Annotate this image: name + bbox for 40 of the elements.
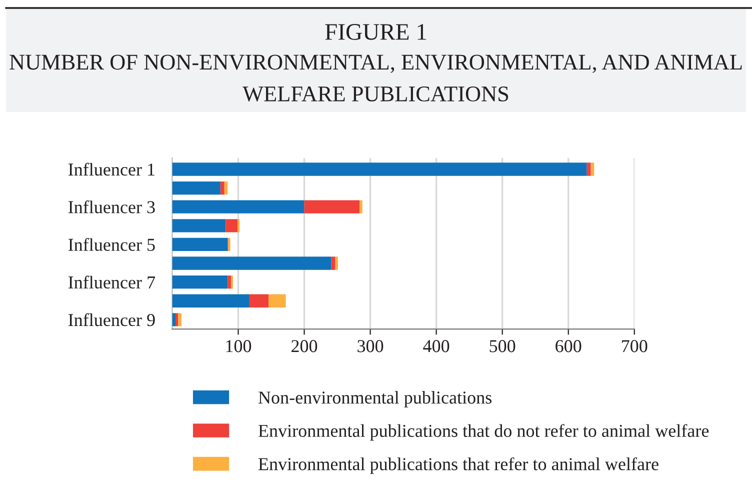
bar xyxy=(586,162,591,176)
x-tick-label: 300 xyxy=(358,340,384,352)
bar xyxy=(304,200,360,214)
bar xyxy=(360,200,362,214)
y-tick-label: Influencer 1 xyxy=(68,162,154,176)
bar xyxy=(172,275,228,289)
bar xyxy=(172,238,228,252)
bar xyxy=(268,294,286,308)
x-tick-label: 200 xyxy=(292,340,318,352)
bar xyxy=(226,219,238,232)
bar xyxy=(172,219,226,232)
bar xyxy=(176,313,178,326)
y-tick-label: Influencer 5 xyxy=(68,238,155,251)
bar xyxy=(224,181,228,195)
bar xyxy=(590,162,594,176)
y-tick-label: Influencer 9 xyxy=(68,313,155,326)
bar xyxy=(172,313,176,326)
bar xyxy=(228,275,231,289)
bar xyxy=(178,313,182,326)
chart-subtitle: NUMBER OF NON-ENVIRONMENTAL, ENVIRONMENTAL, AND ANIMAL WELFARE PUBLICATIONS xyxy=(10,54,742,102)
bar xyxy=(172,181,220,195)
bar xyxy=(172,200,304,214)
x-tick-label: 500 xyxy=(490,340,516,352)
y-tick-label: Influencer 7 xyxy=(68,276,156,289)
bar xyxy=(335,256,338,270)
x-tick-label: 600 xyxy=(556,340,582,352)
legend-label: Non-environmental publications xyxy=(258,390,492,408)
x-tick-label: 100 xyxy=(226,340,252,352)
bar xyxy=(220,181,224,195)
x-tick-label: 700 xyxy=(622,340,648,352)
bar xyxy=(249,294,269,308)
y-tick-label: Influencer 3 xyxy=(68,200,155,214)
bar xyxy=(331,256,336,270)
bar xyxy=(172,294,250,308)
legend-label: Environmental publications that do not refer to animal welfare xyxy=(258,424,709,441)
legend-label: Environmental publications that refer to animal welfare xyxy=(258,457,658,474)
x-tick-label: 400 xyxy=(423,340,450,352)
bar xyxy=(172,256,332,270)
chart-title: FIGURE 1 xyxy=(325,24,426,40)
bar xyxy=(172,162,587,176)
